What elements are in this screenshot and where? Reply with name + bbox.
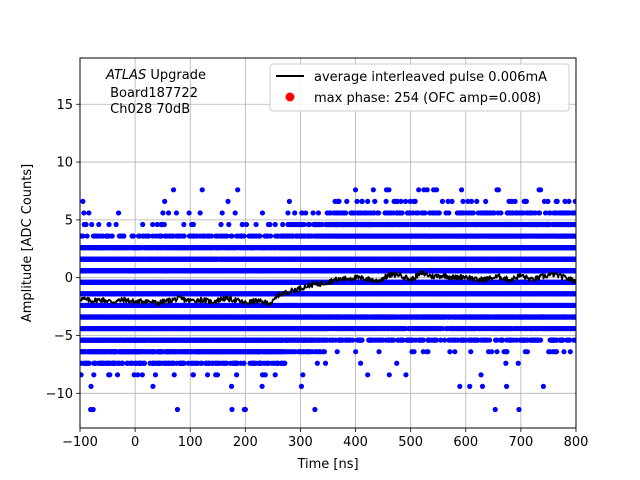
sample-point bbox=[268, 233, 274, 239]
sample-point bbox=[141, 360, 148, 366]
sample-point bbox=[199, 187, 205, 193]
sample-point bbox=[140, 221, 146, 228]
sample-point bbox=[89, 221, 95, 228]
sample-point bbox=[229, 406, 235, 413]
sample-point bbox=[170, 187, 177, 193]
sample-point bbox=[80, 233, 86, 239]
sample-point bbox=[226, 221, 232, 228]
sample-point bbox=[235, 187, 241, 193]
sample-point bbox=[171, 372, 177, 378]
sample-point bbox=[214, 372, 221, 378]
sample-point bbox=[225, 198, 231, 204]
sample-point bbox=[241, 233, 247, 239]
sample-point bbox=[233, 372, 240, 378]
sample-point bbox=[257, 233, 263, 239]
sample-point bbox=[259, 210, 266, 216]
sample-point bbox=[174, 406, 181, 413]
sample-point bbox=[107, 372, 113, 378]
sample-point bbox=[80, 198, 86, 204]
sample-point bbox=[96, 221, 102, 228]
sample-point bbox=[152, 372, 159, 378]
sample-point bbox=[109, 233, 115, 239]
sample-point bbox=[161, 221, 167, 228]
sample-point bbox=[190, 221, 196, 228]
plot-area: −100 0 100 200 300 400 500 600 700 800 −10−505101… bbox=[46, 57, 588, 450]
sample-point bbox=[139, 372, 145, 378]
sample-point bbox=[218, 221, 224, 228]
sample-point bbox=[83, 221, 89, 228]
scatter-series bbox=[80, 187, 576, 413]
sample-point bbox=[81, 210, 87, 216]
sample-point bbox=[259, 383, 265, 389]
sample-point bbox=[106, 221, 112, 228]
sample-point bbox=[204, 372, 211, 378]
sample-point bbox=[243, 221, 250, 228]
sample-point bbox=[121, 233, 127, 239]
sample-point bbox=[91, 372, 97, 378]
sample-point bbox=[84, 233, 90, 239]
sample-point bbox=[162, 198, 168, 204]
sample-point bbox=[86, 210, 92, 216]
sample-point bbox=[262, 372, 268, 378]
sample-point bbox=[160, 210, 166, 216]
sample-point bbox=[130, 233, 137, 239]
sample-point bbox=[114, 372, 121, 378]
sample-point bbox=[86, 360, 92, 366]
sample-point bbox=[113, 221, 119, 228]
sample-point bbox=[267, 221, 273, 228]
sample-point bbox=[181, 233, 187, 239]
sample-point bbox=[119, 360, 126, 366]
sample-point bbox=[181, 221, 187, 228]
sample-point bbox=[150, 221, 156, 228]
sample-point bbox=[186, 210, 192, 216]
sample-point bbox=[190, 372, 196, 378]
sample-point bbox=[150, 383, 156, 389]
sample-point bbox=[229, 233, 235, 239]
sample-point bbox=[135, 372, 141, 378]
sample-point bbox=[232, 210, 238, 216]
sample-point bbox=[253, 221, 259, 228]
sample-point bbox=[165, 210, 172, 216]
sample-point bbox=[90, 406, 96, 413]
sample-point bbox=[80, 372, 84, 378]
sample-point bbox=[241, 360, 247, 366]
